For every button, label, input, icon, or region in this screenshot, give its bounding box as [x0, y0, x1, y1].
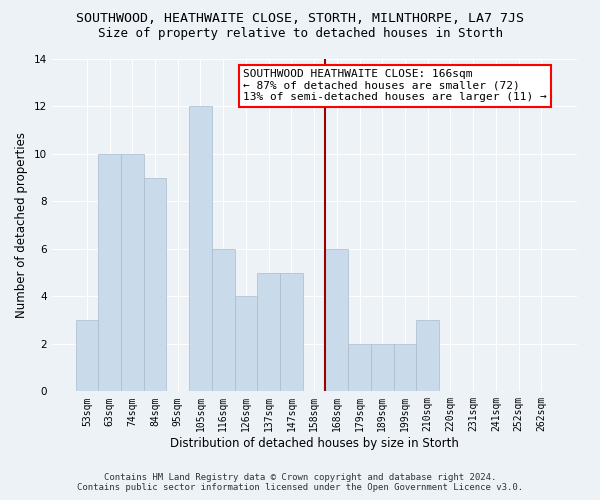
Text: SOUTHWOOD, HEATHWAITE CLOSE, STORTH, MILNTHORPE, LA7 7JS: SOUTHWOOD, HEATHWAITE CLOSE, STORTH, MIL…: [76, 12, 524, 26]
Bar: [143, 178, 166, 392]
Bar: [371, 344, 394, 392]
X-axis label: Distribution of detached houses by size in Storth: Distribution of detached houses by size …: [170, 437, 458, 450]
Bar: [280, 272, 303, 392]
Bar: [98, 154, 121, 392]
Y-axis label: Number of detached properties: Number of detached properties: [15, 132, 28, 318]
Text: Size of property relative to detached houses in Storth: Size of property relative to detached ho…: [97, 28, 503, 40]
Bar: [416, 320, 439, 392]
Bar: [121, 154, 143, 392]
Bar: [257, 272, 280, 392]
Text: SOUTHWOOD HEATHWAITE CLOSE: 166sqm
← 87% of detached houses are smaller (72)
13%: SOUTHWOOD HEATHWAITE CLOSE: 166sqm ← 87%…: [243, 69, 547, 102]
Bar: [394, 344, 416, 392]
Bar: [325, 249, 348, 392]
Bar: [189, 106, 212, 392]
Bar: [348, 344, 371, 392]
Bar: [76, 320, 98, 392]
Bar: [212, 249, 235, 392]
Text: Contains HM Land Registry data © Crown copyright and database right 2024.
Contai: Contains HM Land Registry data © Crown c…: [77, 473, 523, 492]
Bar: [235, 296, 257, 392]
